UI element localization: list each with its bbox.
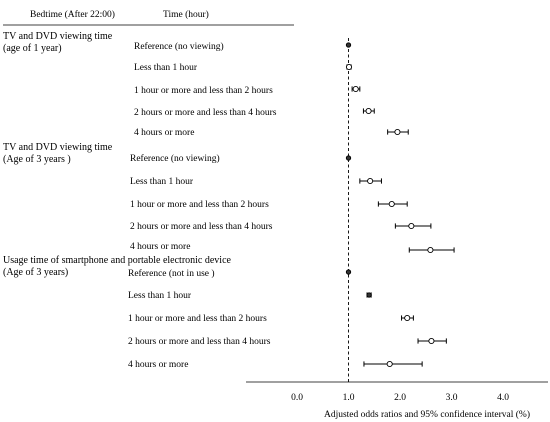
row-label: Less than 1 hour — [130, 177, 194, 187]
row-label: 2 hours or more and less than 4 hours — [130, 222, 273, 232]
estimate-mark — [408, 246, 455, 254]
estimate-mark — [345, 155, 352, 161]
row-label: 4 hours or more — [128, 360, 188, 370]
row-label: Reference (no viewing) — [134, 41, 224, 52]
estimate-mark — [417, 337, 447, 345]
group-3-label: Usage time of smartphone and portable el… — [3, 255, 232, 266]
header-time: Time (hour) — [163, 9, 209, 20]
odds-ratio-point — [386, 360, 393, 368]
row-label: 1 hour or more and less than 2 hours — [134, 86, 273, 96]
estimate-mark — [401, 314, 414, 322]
odds-ratio-point — [365, 107, 372, 115]
estimate-mark — [351, 85, 361, 93]
row-label: Reference (not in use ) — [128, 268, 215, 279]
odds-ratio-point — [388, 200, 395, 208]
row-label: 1 hour or more and less than 2 hours — [128, 314, 267, 324]
x-axis-label: Adjusted odds ratios and 95% confidence … — [324, 409, 530, 420]
row-label: Reference (no viewing) — [130, 153, 220, 164]
estimate-mark — [363, 360, 423, 368]
estimate-mark — [359, 177, 382, 185]
group-2-sublabel: (Age of 3 years ) — [3, 154, 71, 165]
x-tick-label: 1.0 — [343, 393, 355, 403]
estimate-mark — [345, 63, 353, 71]
group-3-sublabel: (Age of 3 years) — [3, 267, 68, 278]
odds-ratio-point — [345, 42, 352, 48]
group-2-label: TV and DVD viewing time — [3, 142, 113, 153]
odds-ratio-point — [352, 85, 359, 93]
estimate-mark — [345, 269, 352, 275]
estimate-mark — [366, 292, 372, 298]
x-tick-label: 2.0 — [394, 393, 406, 403]
row-label: Less than 1 hour — [128, 291, 192, 301]
odds-ratio-point — [404, 314, 411, 322]
row-label: 4 hours or more — [130, 242, 190, 252]
estimate-mark — [345, 42, 352, 48]
row-label: 4 hours or more — [134, 128, 194, 138]
estimate-mark — [362, 107, 375, 115]
odds-ratio-point — [366, 292, 372, 298]
estimate-mark — [377, 200, 408, 208]
odds-ratio-point — [345, 155, 352, 161]
odds-ratio-point — [408, 222, 415, 230]
estimate-mark — [394, 222, 432, 230]
odds-ratio-point — [345, 269, 352, 275]
odds-ratio-point — [345, 63, 353, 71]
odds-ratio-point — [394, 128, 401, 136]
x-tick-label: 0.0 — [291, 393, 303, 403]
header-bedtime: Bedtime (After 22:00) — [30, 9, 115, 20]
odds-ratio-point — [367, 177, 374, 185]
x-tick-label: 3.0 — [446, 393, 458, 403]
row-label: Less than 1 hour — [134, 63, 198, 73]
group-1-sublabel: (age of 1 year) — [3, 43, 62, 54]
odds-ratio-point — [428, 337, 435, 345]
group-1-label: TV and DVD viewing time — [3, 31, 113, 42]
row-label: 1 hour or more and less than 2 hours — [130, 200, 269, 210]
row-label: 2 hours or more and less than 4 hours — [134, 108, 277, 118]
x-tick-label: 4.0 — [497, 393, 509, 403]
x-ticks: 0.0 1.0 2.0 3.0 4.0 — [291, 393, 509, 403]
row-label: 2 hours or more and less than 4 hours — [128, 337, 271, 347]
odds-ratio-point — [427, 246, 434, 254]
estimate-mark — [387, 128, 409, 136]
estimates — [345, 42, 455, 368]
